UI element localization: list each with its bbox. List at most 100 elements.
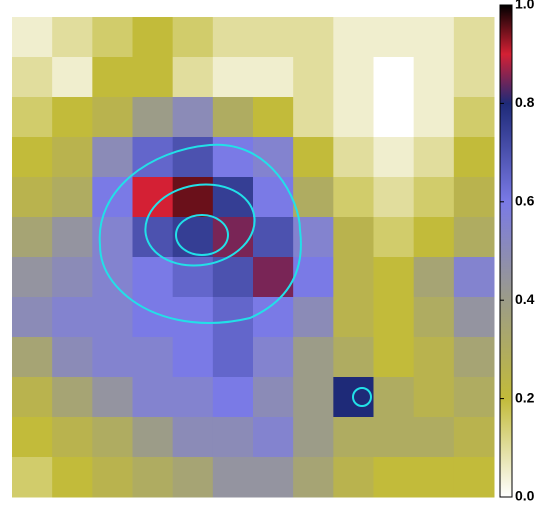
cell bbox=[52, 57, 93, 98]
cell bbox=[12, 337, 53, 378]
cell bbox=[172, 297, 214, 338]
cell bbox=[52, 337, 93, 378]
cell bbox=[212, 457, 254, 498]
cell bbox=[253, 417, 294, 458]
cell bbox=[92, 337, 133, 378]
cell bbox=[212, 377, 254, 418]
cell bbox=[333, 297, 374, 338]
colorbar-tick-label: 0.0 bbox=[515, 488, 535, 504]
cell bbox=[52, 137, 93, 178]
cell bbox=[413, 417, 455, 458]
cell bbox=[212, 297, 254, 338]
cell bbox=[212, 177, 254, 218]
cell bbox=[293, 17, 334, 58]
cell bbox=[92, 17, 133, 58]
cell bbox=[453, 297, 495, 338]
cell bbox=[132, 417, 174, 458]
cell bbox=[333, 257, 374, 298]
cell bbox=[413, 137, 455, 178]
cell bbox=[333, 177, 374, 218]
colorbar-tick-label: 0.8 bbox=[515, 94, 535, 110]
cell bbox=[212, 57, 254, 98]
cell bbox=[12, 257, 53, 298]
cell bbox=[373, 217, 415, 258]
cell bbox=[413, 257, 455, 298]
cell bbox=[453, 257, 495, 298]
cell bbox=[293, 337, 334, 378]
cell bbox=[373, 377, 415, 418]
cell bbox=[52, 177, 93, 218]
cell bbox=[172, 337, 214, 378]
cell bbox=[413, 457, 455, 498]
colorbar-tick-label: 1.0 bbox=[515, 0, 535, 12]
cell bbox=[52, 417, 93, 458]
cell bbox=[253, 457, 294, 498]
cell bbox=[132, 377, 174, 418]
cell bbox=[132, 17, 174, 58]
cell bbox=[413, 57, 455, 98]
cell bbox=[333, 57, 374, 98]
cell bbox=[92, 137, 133, 178]
cell bbox=[92, 57, 133, 98]
cell bbox=[253, 17, 294, 58]
cell bbox=[373, 417, 415, 458]
cell bbox=[293, 97, 334, 138]
cell bbox=[373, 257, 415, 298]
cell bbox=[172, 417, 214, 458]
cell bbox=[172, 97, 214, 138]
cell bbox=[172, 217, 214, 258]
cell bbox=[373, 337, 415, 378]
cell bbox=[373, 17, 415, 58]
cell bbox=[12, 97, 53, 138]
cell bbox=[52, 97, 93, 138]
cell bbox=[453, 377, 495, 418]
contour bbox=[98, 143, 302, 324]
cell bbox=[253, 177, 294, 218]
cell bbox=[132, 137, 174, 178]
cell bbox=[293, 457, 334, 498]
cell bbox=[453, 57, 495, 98]
cell bbox=[413, 297, 455, 338]
cell bbox=[293, 257, 334, 298]
cell bbox=[92, 457, 133, 498]
cell bbox=[453, 337, 495, 378]
cell bbox=[453, 17, 495, 58]
cell bbox=[52, 297, 93, 338]
cell bbox=[12, 217, 53, 258]
cell bbox=[333, 417, 374, 458]
cell bbox=[333, 337, 374, 378]
cell bbox=[413, 377, 455, 418]
cell bbox=[253, 97, 294, 138]
cell bbox=[293, 417, 334, 458]
cell bbox=[333, 97, 374, 138]
cell bbox=[453, 177, 495, 218]
cell bbox=[212, 97, 254, 138]
cell bbox=[413, 177, 455, 218]
cell bbox=[92, 97, 133, 138]
cell bbox=[293, 177, 334, 218]
cell bbox=[92, 257, 133, 298]
cell bbox=[212, 17, 254, 58]
cell bbox=[172, 17, 214, 58]
cell bbox=[12, 417, 53, 458]
cell bbox=[453, 217, 495, 258]
cell bbox=[212, 217, 254, 258]
colorbar-tick-label: 0.4 bbox=[515, 291, 535, 307]
cell bbox=[253, 337, 294, 378]
cell bbox=[413, 17, 455, 58]
cell bbox=[92, 297, 133, 338]
cell bbox=[12, 17, 53, 58]
cell bbox=[293, 297, 334, 338]
cell bbox=[52, 257, 93, 298]
colorbar-ticks: 0.0 0.2 0.4 0.6 0.8 1.0 bbox=[500, 0, 535, 504]
cell bbox=[333, 17, 374, 58]
cell bbox=[413, 217, 455, 258]
cell bbox=[172, 57, 214, 98]
cell bbox=[212, 417, 254, 458]
cell bbox=[453, 137, 495, 178]
cell bbox=[132, 337, 174, 378]
contour bbox=[175, 214, 229, 256]
cell bbox=[52, 377, 93, 418]
cell bbox=[132, 457, 174, 498]
cell bbox=[212, 137, 254, 178]
